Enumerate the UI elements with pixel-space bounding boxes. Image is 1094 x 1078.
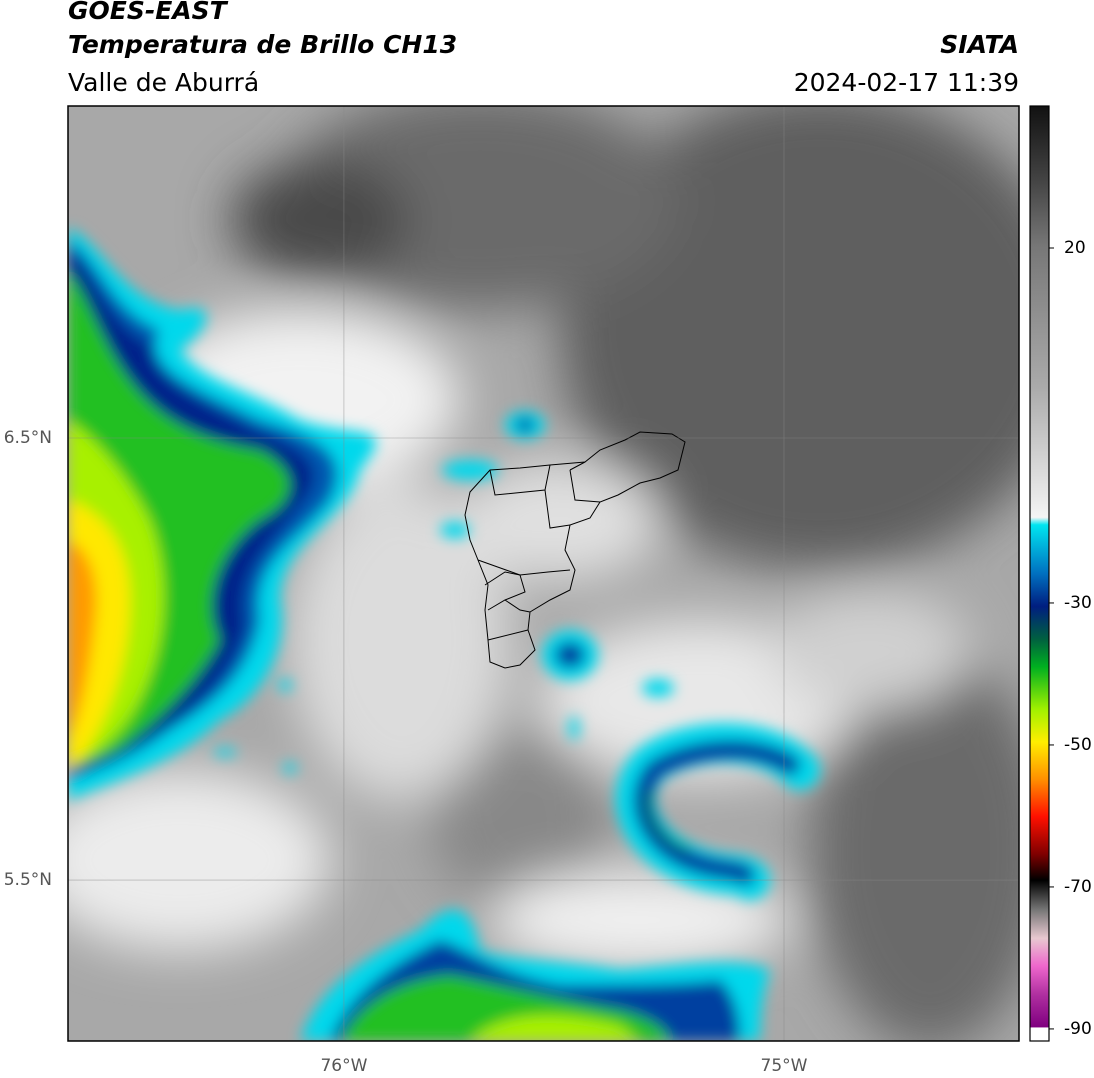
map-frame bbox=[67, 105, 1020, 1042]
colorbar-tick-label: 20 bbox=[1064, 238, 1086, 258]
colorbar-tick-label: -30 bbox=[1064, 593, 1092, 613]
municipal-boundaries bbox=[464, 431, 686, 669]
colorbar-tick-label: -70 bbox=[1064, 877, 1092, 897]
lat-tick-label: 6.5°N bbox=[4, 428, 52, 448]
lon-tick-label: 75°W bbox=[761, 1056, 808, 1076]
title: GOES-EAST bbox=[68, 0, 229, 25]
lat-tick-label: 5.5°N bbox=[4, 870, 52, 890]
colorbar-tick-label: -50 bbox=[1064, 735, 1092, 755]
colorbar-tick-label: -90 bbox=[1064, 1019, 1092, 1039]
source: SIATA bbox=[940, 30, 1019, 59]
subtitle: Temperatura de Brillo CH13 bbox=[68, 30, 457, 59]
satellite-image bbox=[68, 106, 1019, 1041]
graticule bbox=[68, 106, 1019, 1041]
colorbar bbox=[1029, 105, 1050, 1042]
region: Valle de Aburrá bbox=[68, 68, 259, 97]
lon-tick-label: 76°W bbox=[320, 1056, 367, 1076]
datetime: 2024-02-17 11:39 bbox=[794, 68, 1019, 97]
